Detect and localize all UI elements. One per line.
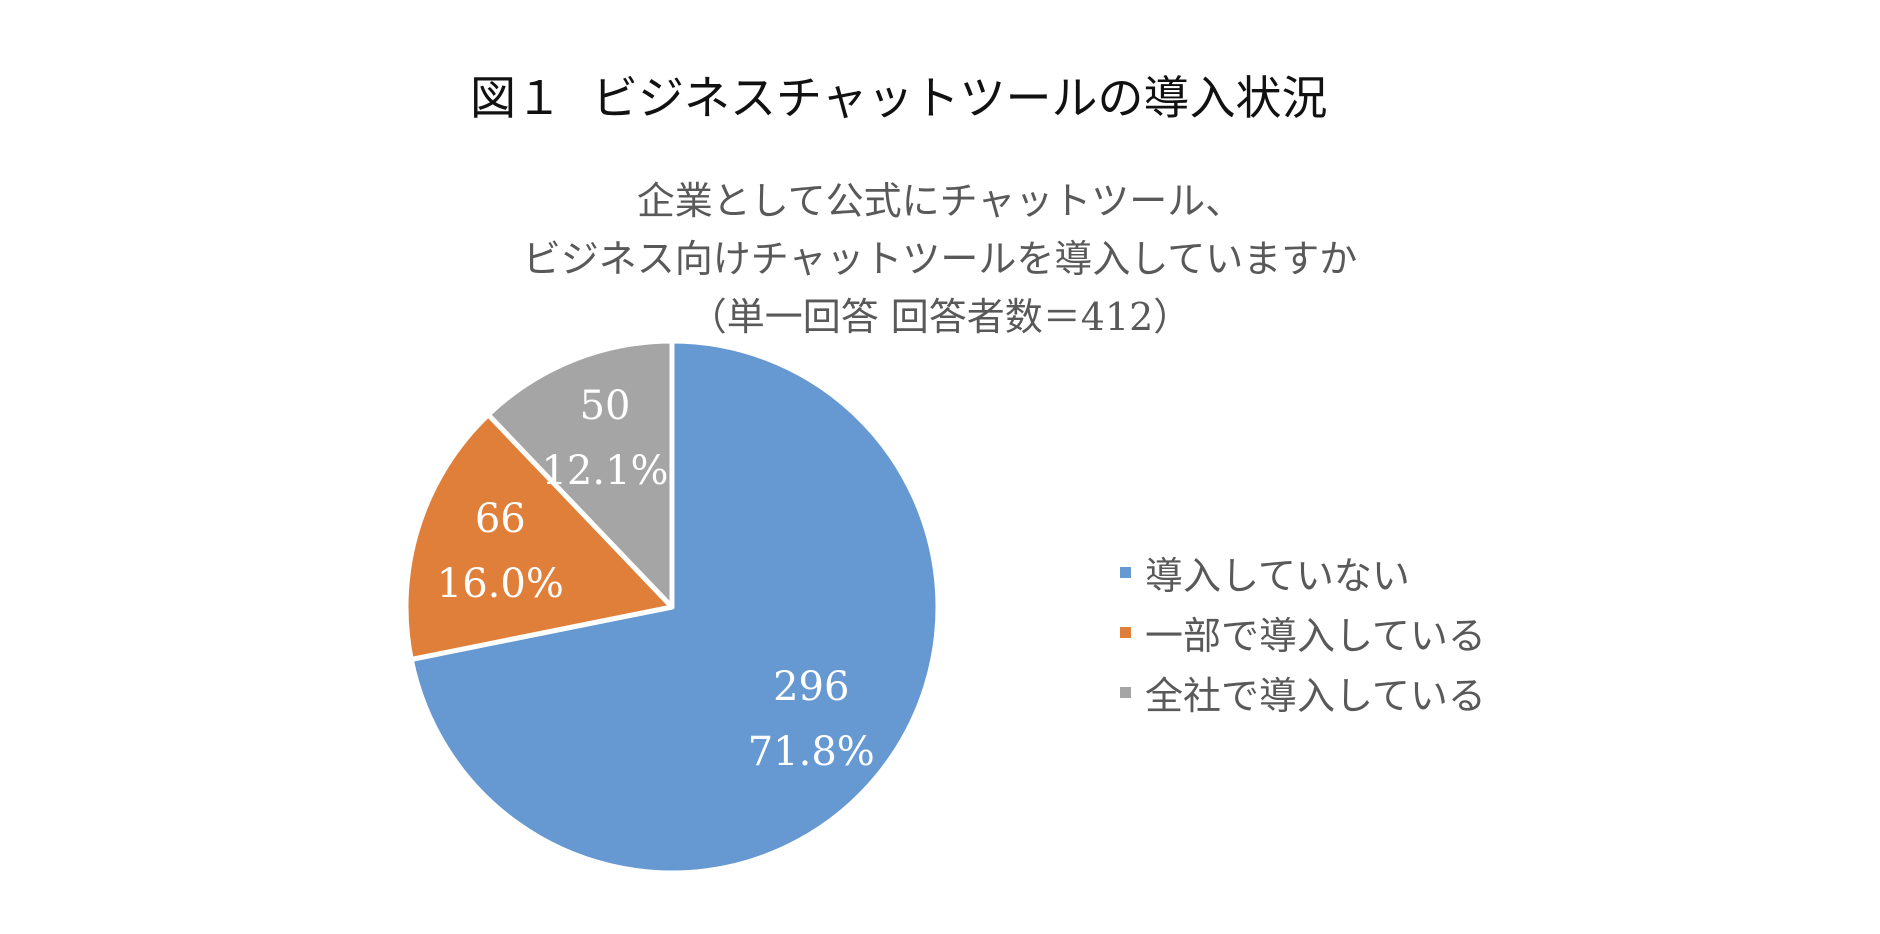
pie-slice (408, 338, 941, 876)
data-label-value: 296 (773, 664, 849, 710)
chart-title-line-3: （単一回答 回答者数＝412） (688, 295, 1192, 339)
data-label-value: 66 (475, 496, 526, 542)
data-label-percent: 12.1% (541, 448, 668, 494)
data-label-value: 50 (580, 383, 631, 429)
legend-label: 全社で導入している (1145, 673, 1486, 718)
data-label-percent: 71.8% (748, 729, 875, 775)
legend: 導入していない 一部で導入している 全社で導入している (1120, 542, 1486, 722)
legend-item: 一部で導入している (1120, 602, 1486, 662)
figure-title-text: ビジネスチャットツールの導入状況 (592, 71, 1328, 125)
data-label-percent: 16.0% (437, 561, 564, 607)
pie-slice (403, 412, 675, 662)
chart-title: 企業として公式にチャットツール、 ビジネス向けチャットツールを導入していますか … (440, 172, 1440, 346)
pie-slice (485, 338, 675, 610)
chart-title-line-2: ビジネス向けチャットツールを導入していますか (522, 237, 1358, 281)
legend-label: 一部で導入している (1145, 613, 1486, 658)
legend-label: 導入していない (1145, 553, 1410, 598)
figure-title: 図１ ビジネスチャットツールの導入状況 (470, 62, 1328, 128)
legend-item: 全社で導入している (1120, 662, 1486, 722)
legend-swatch (1120, 686, 1131, 698)
figure-number: 図１ (470, 71, 562, 125)
legend-swatch (1120, 566, 1131, 578)
legend-item: 導入していない (1120, 542, 1486, 602)
chart-title-line-1: 企業として公式にチャットツール、 (636, 179, 1244, 223)
legend-swatch (1120, 626, 1131, 638)
